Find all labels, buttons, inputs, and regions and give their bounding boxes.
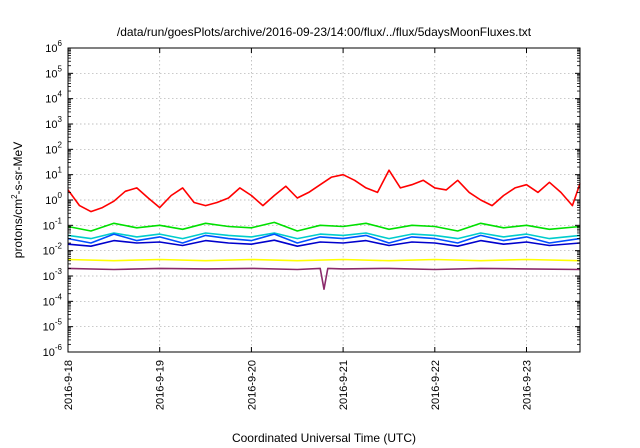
y-tick-label: 10-2: [43, 242, 63, 258]
series-2-line: [67, 221, 581, 232]
x-axis-label: Coordinated Universal Time (UTC): [232, 431, 416, 445]
series-3-line: [67, 232, 581, 240]
y-tick-label: 103: [45, 115, 62, 131]
x-tick-label: 2016-9-21: [338, 360, 350, 410]
y-tick-label: 105: [45, 64, 62, 80]
y-axis-label-base: protons/cm: [11, 199, 25, 258]
y-tick-label: 10-6: [43, 343, 63, 359]
x-tick-label: 2016-9-23: [522, 360, 534, 410]
y-tick-label: 10-3: [43, 267, 63, 283]
y-tick-label: 106: [45, 39, 62, 55]
y-tick-label: 10-5: [43, 318, 63, 334]
ticks: 10-6 10-5 10-4 10-3 10-2 10-1 100 101 102 103 104 1…: [43, 39, 580, 410]
y-axis-label-sup: 2: [10, 194, 19, 199]
y-tick-label: 102: [45, 140, 62, 156]
series-1-line: [67, 169, 581, 213]
y-axis-label: protons/cm2-s-sr-MeV: [10, 142, 25, 258]
y-axis-label-rest: -s-sr-MeV: [11, 142, 25, 195]
x-tick-label: 2016-9-22: [430, 360, 442, 410]
series-4-line: [67, 233, 581, 244]
x-tick-label: 2016-9-19: [155, 360, 167, 410]
x-tick-label: 2016-9-18: [63, 360, 75, 410]
y-tick-label: 104: [45, 90, 62, 106]
series-group: [67, 169, 581, 291]
x-tick-label: 2016-9-20: [246, 360, 258, 410]
y-tick-label: 10-4: [43, 292, 63, 308]
series-5-line: [67, 239, 581, 247]
y-tick-label: 101: [45, 166, 62, 182]
chart-title: /data/run/goesPlots/archive/2016-09-23/1…: [117, 25, 532, 39]
series-7-line: [67, 267, 581, 291]
y-tick-label: 10-1: [43, 216, 63, 232]
grid: [68, 48, 580, 352]
y-tick-label: 100: [45, 191, 62, 207]
series-6-line: [67, 258, 581, 262]
